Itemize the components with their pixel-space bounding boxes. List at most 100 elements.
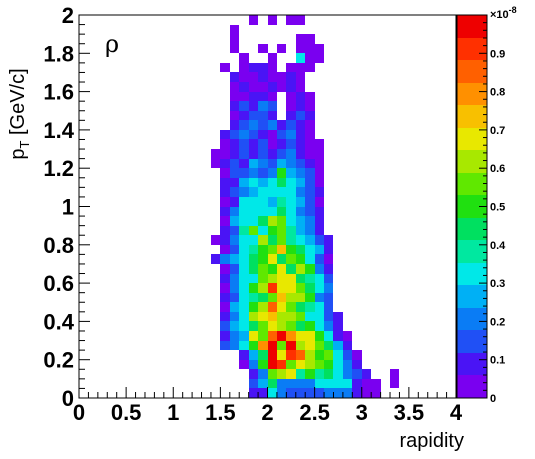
heatmap-cell [324, 235, 333, 245]
heatmap-cell [315, 178, 324, 187]
heatmap-cell [230, 302, 239, 312]
y-tick-label: 0.8 [43, 233, 74, 258]
heatmap-cell [305, 331, 315, 341]
heatmap-cell [352, 369, 362, 379]
heatmap-cell [324, 293, 333, 302]
heatmap-cell [343, 369, 352, 379]
heatmap-cell [286, 82, 296, 92]
heatmap-cell [239, 216, 249, 226]
heatmap-cell [277, 149, 286, 159]
heatmap-cell [230, 293, 239, 302]
heatmap-cell [258, 331, 268, 341]
heatmap-cell [305, 111, 315, 120]
heatmap-cell [277, 312, 286, 321]
heatmap-cell [230, 283, 239, 293]
heatmap-cell [258, 264, 268, 274]
heatmap-cell [268, 207, 277, 216]
heatmap-cell [296, 139, 305, 149]
heatmap-cell [305, 254, 315, 264]
heatmap-cell [268, 302, 277, 312]
palette-swatch [457, 375, 487, 398]
heatmap-cell [305, 245, 315, 254]
heatmap-cell [371, 388, 381, 398]
heatmap-cell [296, 302, 305, 312]
heatmap-cell [239, 72, 249, 82]
heatmap-cell [239, 226, 249, 235]
heatmap-cell [315, 283, 324, 293]
heatmap-cell [249, 101, 258, 111]
heatmap-cell [258, 254, 268, 264]
heatmap-cell [239, 92, 249, 101]
heatmap-cell [268, 360, 277, 369]
heatmap-cell [239, 283, 249, 293]
heatmap-cell [324, 341, 333, 350]
heatmap-cell [258, 207, 268, 216]
heatmap-cell [343, 341, 352, 350]
heatmap-cell [268, 72, 277, 82]
heatmap-cell [220, 197, 230, 207]
palette-swatch [457, 353, 487, 375]
heatmap-cell [305, 101, 315, 111]
heatmap-cell [249, 235, 258, 245]
heatmap-cell [286, 254, 296, 264]
heatmap-cell [249, 139, 258, 149]
heatmap-cell [220, 254, 230, 264]
heatmap-cell [268, 149, 277, 159]
heatmap-cell [286, 178, 296, 187]
heatmap-cell [249, 72, 258, 82]
heatmap-cell [286, 92, 296, 101]
heatmap-cell [333, 350, 343, 360]
heatmap-cell [277, 82, 286, 92]
heatmap-cell [258, 293, 268, 302]
heatmap-cell [220, 302, 230, 312]
y-tick-label: 0.4 [43, 309, 74, 334]
palette-tick-label: 0 [490, 393, 496, 405]
heatmap-cell [305, 369, 315, 379]
heatmap-cell [239, 82, 249, 92]
heatmap-cell [268, 82, 277, 92]
heatmap-cell [268, 283, 277, 293]
heatmap-cell [239, 293, 249, 302]
heatmap-cell [286, 72, 296, 82]
heatmap-cell [296, 44, 305, 53]
heatmap-cell [286, 130, 296, 139]
heatmap-cell [268, 274, 277, 283]
y-axis-ticks [79, 14, 90, 399]
heatmap-cell [305, 283, 315, 293]
heatmap-cell [230, 159, 239, 168]
heatmap-cell [249, 254, 258, 264]
heatmap-cell [220, 235, 230, 245]
heatmap-cell [286, 321, 296, 331]
heatmap-cell [230, 120, 239, 130]
heatmap-cell [239, 302, 249, 312]
heatmap-cell [277, 44, 286, 53]
heatmap-cell [258, 312, 268, 321]
heatmap-cell [286, 111, 296, 120]
heatmap-cell [239, 53, 249, 63]
heatmap-cell [268, 226, 277, 235]
heatmap-cell [239, 235, 249, 245]
heatmap-cell [211, 235, 220, 245]
heatmap-cell [268, 369, 277, 379]
heatmap-cell [277, 197, 286, 207]
heatmap-cell [249, 379, 258, 388]
heatmap-cell [268, 264, 277, 274]
heatmap-cell [305, 379, 315, 388]
heatmap-cell [277, 388, 286, 398]
heatmap-cell [239, 341, 249, 350]
palette-swatch [457, 15, 487, 38]
heatmap-cell [315, 197, 324, 207]
heatmap-cell [239, 274, 249, 283]
heatmap-cell [296, 63, 305, 72]
heatmap-cell [239, 178, 249, 187]
heatmap-cell [315, 254, 324, 264]
heatmap-cell [268, 235, 277, 245]
x-tick-label: 2 [261, 400, 273, 425]
heatmap-cell [268, 63, 277, 72]
heatmap-cell [239, 159, 249, 168]
heatmap-cell [249, 312, 258, 321]
heatmap-cell [296, 130, 305, 139]
heatmap-cell [268, 15, 277, 25]
palette-multiplier-base: ×10 [490, 9, 509, 21]
heatmap-cell [268, 159, 277, 168]
